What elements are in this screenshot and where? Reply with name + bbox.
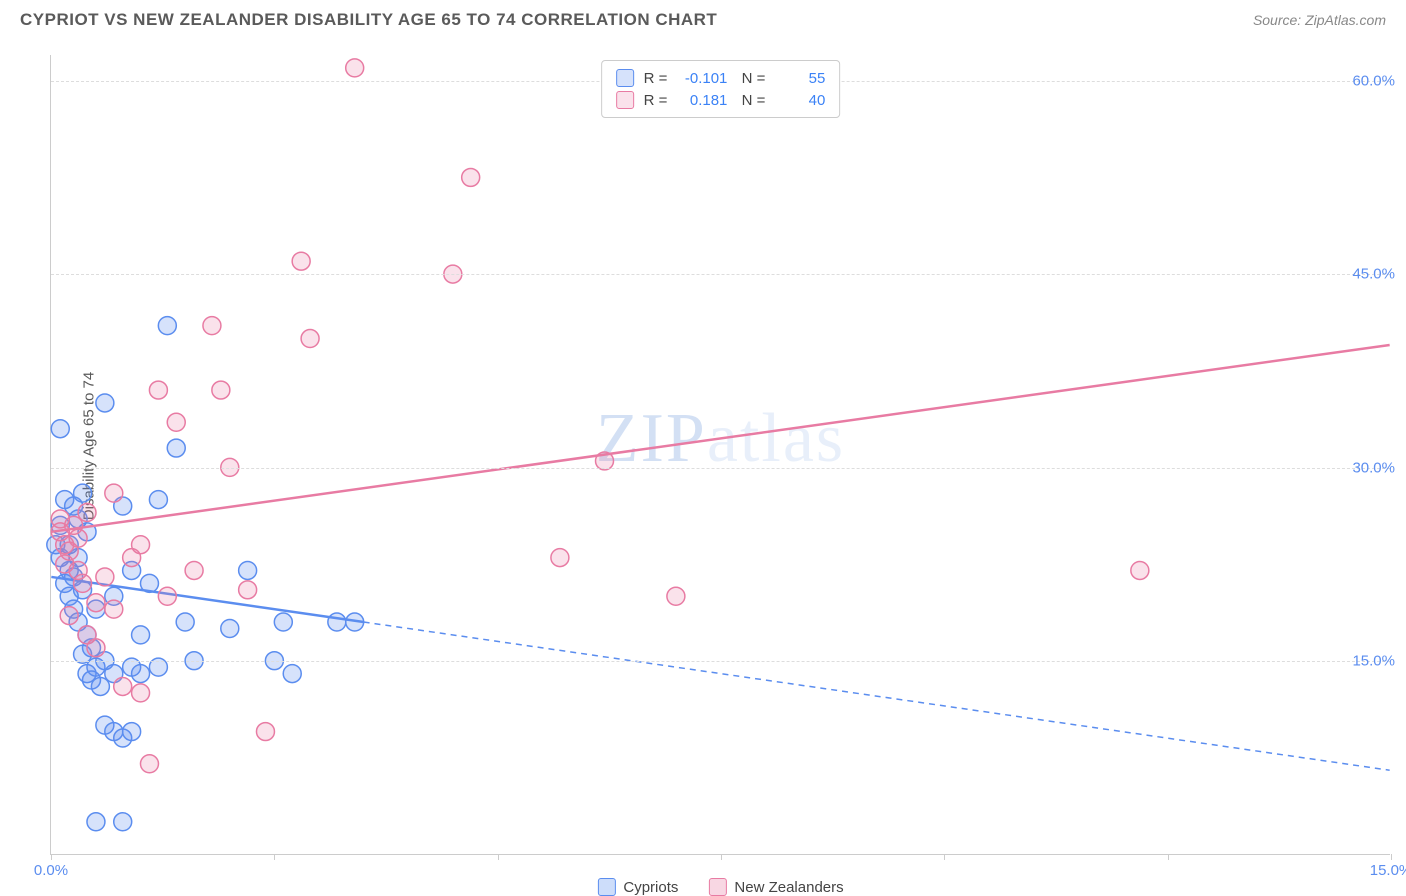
- swatch-icon: [616, 91, 634, 109]
- scatter-point: [1131, 561, 1149, 579]
- scatter-point: [105, 600, 123, 618]
- legend-n-value: 40: [775, 92, 825, 109]
- scatter-point: [239, 581, 257, 599]
- scatter-point: [283, 665, 301, 683]
- scatter-point: [158, 317, 176, 335]
- y-tick-label: 15.0%: [1352, 653, 1395, 670]
- gridline: [51, 274, 1390, 275]
- scatter-point: [256, 723, 274, 741]
- x-tick: [721, 854, 722, 860]
- x-tick-label: 0.0%: [34, 862, 68, 879]
- legend-n-label: N =: [737, 70, 765, 87]
- scatter-point: [132, 626, 150, 644]
- swatch-icon: [597, 878, 615, 896]
- y-tick-label: 45.0%: [1352, 266, 1395, 283]
- chart-source: Source: ZipAtlas.com: [1253, 12, 1386, 28]
- x-tick: [1168, 854, 1169, 860]
- scatter-point: [185, 561, 203, 579]
- scatter-point: [462, 168, 480, 186]
- scatter-point: [105, 484, 123, 502]
- chart-header: CYPRIOT VS NEW ZEALANDER DISABILITY AGE …: [0, 0, 1406, 35]
- x-tick: [274, 854, 275, 860]
- legend-label: New Zealanders: [734, 879, 843, 896]
- chart-title: CYPRIOT VS NEW ZEALANDER DISABILITY AGE …: [20, 10, 717, 30]
- legend-row-newzealanders: R = 0.181 N = 40: [616, 89, 826, 111]
- scatter-point: [149, 491, 167, 509]
- scatter-point: [51, 420, 69, 438]
- scatter-point: [74, 574, 92, 592]
- legend-item-cypriots: Cypriots: [597, 878, 678, 896]
- scatter-point: [78, 504, 96, 522]
- trend-line: [51, 345, 1389, 532]
- scatter-point: [328, 613, 346, 631]
- legend-n-label: N =: [737, 92, 765, 109]
- chart-area: ZIPatlas R = -0.101 N = 55 R = 0.181 N =…: [50, 55, 1390, 855]
- scatter-point: [239, 561, 257, 579]
- legend-r-label: R =: [644, 70, 668, 87]
- scatter-point: [74, 484, 92, 502]
- scatter-point: [158, 587, 176, 605]
- y-tick-label: 60.0%: [1352, 72, 1395, 89]
- scatter-point: [551, 549, 569, 567]
- scatter-point: [149, 381, 167, 399]
- correlation-legend: R = -0.101 N = 55 R = 0.181 N = 40: [601, 60, 841, 118]
- series-legend: Cypriots New Zealanders: [597, 878, 843, 896]
- scatter-point: [346, 59, 364, 77]
- legend-label: Cypriots: [623, 879, 678, 896]
- legend-row-cypriots: R = -0.101 N = 55: [616, 67, 826, 89]
- scatter-point: [274, 613, 292, 631]
- x-tick: [1391, 854, 1392, 860]
- scatter-plot-svg: [51, 55, 1390, 854]
- scatter-point: [114, 813, 132, 831]
- legend-item-newzealanders: New Zealanders: [708, 878, 843, 896]
- scatter-point: [114, 677, 132, 695]
- x-tick: [944, 854, 945, 860]
- scatter-point: [667, 587, 685, 605]
- scatter-point: [176, 613, 194, 631]
- scatter-point: [87, 813, 105, 831]
- scatter-point: [167, 439, 185, 457]
- legend-r-label: R =: [644, 92, 668, 109]
- scatter-point: [212, 381, 230, 399]
- legend-r-value: -0.101: [677, 70, 727, 87]
- scatter-point: [87, 639, 105, 657]
- scatter-point: [69, 529, 87, 547]
- scatter-point: [203, 317, 221, 335]
- trend-line-extrapolated: [364, 622, 1390, 770]
- swatch-icon: [708, 878, 726, 896]
- gridline: [51, 661, 1390, 662]
- scatter-point: [96, 568, 114, 586]
- x-tick: [498, 854, 499, 860]
- x-tick: [51, 854, 52, 860]
- scatter-point: [87, 594, 105, 612]
- scatter-point: [60, 607, 78, 625]
- x-tick-label: 15.0%: [1370, 862, 1406, 879]
- scatter-point: [123, 723, 141, 741]
- gridline: [51, 468, 1390, 469]
- swatch-icon: [616, 69, 634, 87]
- legend-r-value: 0.181: [677, 92, 727, 109]
- scatter-point: [167, 413, 185, 431]
- scatter-point: [132, 665, 150, 683]
- legend-n-value: 55: [775, 70, 825, 87]
- scatter-point: [221, 619, 239, 637]
- scatter-point: [301, 330, 319, 348]
- scatter-point: [140, 755, 158, 773]
- scatter-point: [132, 684, 150, 702]
- y-tick-label: 30.0%: [1352, 459, 1395, 476]
- scatter-point: [132, 536, 150, 554]
- scatter-point: [96, 394, 114, 412]
- scatter-point: [292, 252, 310, 270]
